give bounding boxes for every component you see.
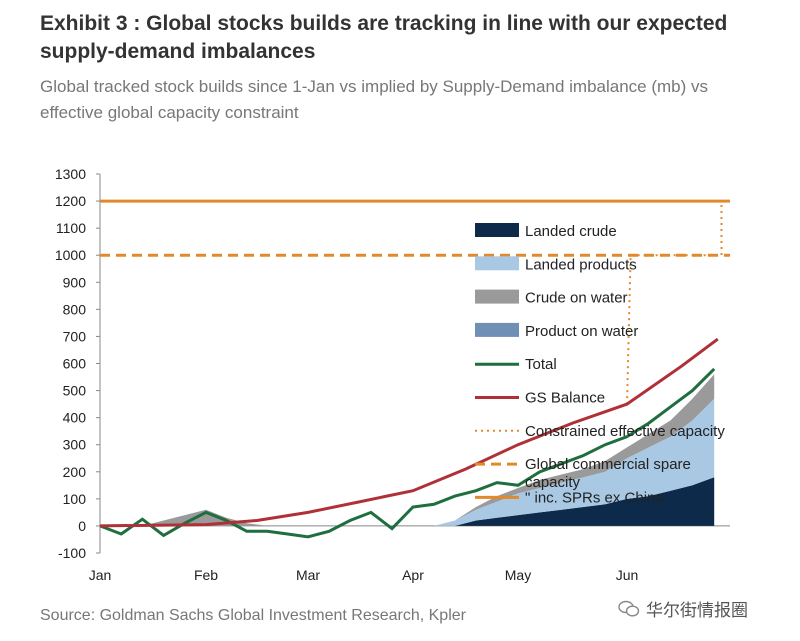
legend-landed-products-label: Landed products bbox=[525, 256, 637, 273]
y-tick-label: 200 bbox=[63, 464, 87, 480]
y-tick-label: 1000 bbox=[55, 247, 86, 263]
y-tick-label: 900 bbox=[63, 274, 87, 290]
y-tick-label: 600 bbox=[63, 356, 87, 372]
legend-gs-balance-label: GS Balance bbox=[525, 390, 605, 407]
area-landed-products bbox=[100, 398, 715, 526]
wechat-icon bbox=[618, 600, 640, 617]
y-tick-label: 300 bbox=[63, 437, 87, 453]
y-tick-label: 100 bbox=[63, 491, 87, 507]
legend-total-label: Total bbox=[525, 356, 557, 373]
legend-landed-products-swatch bbox=[475, 256, 519, 271]
y-tick-label: 500 bbox=[63, 383, 87, 399]
total-line bbox=[99, 367, 716, 539]
y-tick-label: 0 bbox=[78, 518, 86, 534]
y-tick-label: 1300 bbox=[55, 166, 86, 182]
chart-title: Exhibit 3 : Global stocks builds are tra… bbox=[40, 12, 728, 63]
legend-crude-on-water-label: Crude on water bbox=[525, 290, 628, 307]
x-tick-label: Mar bbox=[296, 567, 320, 583]
legend-landed-crude-label: Landed crude bbox=[525, 223, 617, 240]
source-note: Source: Goldman Sachs Global Investment … bbox=[40, 607, 466, 624]
chart-svg: 1300120011001000900800700600500400300200… bbox=[55, 166, 730, 583]
legend-product-on-water-label: Product on water bbox=[525, 323, 638, 340]
area-landed-crude bbox=[100, 477, 715, 526]
legend-landed-crude-swatch bbox=[475, 223, 519, 237]
legend-constrained-effective-capacity-label: Constrained effective capacity bbox=[525, 423, 725, 440]
y-tick-label: -100 bbox=[58, 545, 86, 561]
legend-inc-sprs-ex-china-label: " inc. SPRs ex China bbox=[525, 489, 664, 506]
legend-global-commercial-spare-capacity-label: Global commercial spare capacity bbox=[525, 456, 691, 491]
watermark: 华尔街情报圈 bbox=[618, 596, 748, 621]
chart-legend: Landed crude Landed products Crude on wate… bbox=[475, 223, 725, 506]
watermark-text: 华尔街情报圈 bbox=[646, 601, 748, 620]
x-tick-label: Jun bbox=[616, 567, 639, 583]
x-tick-label: Jan bbox=[89, 567, 112, 583]
chart-subtitle: Global tracked stock builds since 1-Jan … bbox=[40, 77, 709, 122]
y-tick-label: 1200 bbox=[55, 193, 86, 209]
x-tick-label: Feb bbox=[194, 567, 218, 583]
x-tick-label: Apr bbox=[402, 567, 424, 583]
gs-balance-line bbox=[99, 337, 719, 528]
legend-crude-on-water-swatch bbox=[475, 289, 519, 304]
x-tick-label: May bbox=[505, 567, 531, 583]
y-tick-label: 700 bbox=[63, 328, 87, 344]
chart-axes: 1300120011001000900800700600500400300200… bbox=[55, 166, 730, 583]
y-tick-label: 400 bbox=[63, 410, 87, 426]
y-tick-label: 1100 bbox=[56, 220, 86, 236]
y-tick-label: 800 bbox=[63, 301, 87, 317]
chart-areas bbox=[100, 374, 715, 526]
chart-lines bbox=[99, 199, 730, 539]
legend-product-on-water-swatch bbox=[475, 322, 519, 337]
